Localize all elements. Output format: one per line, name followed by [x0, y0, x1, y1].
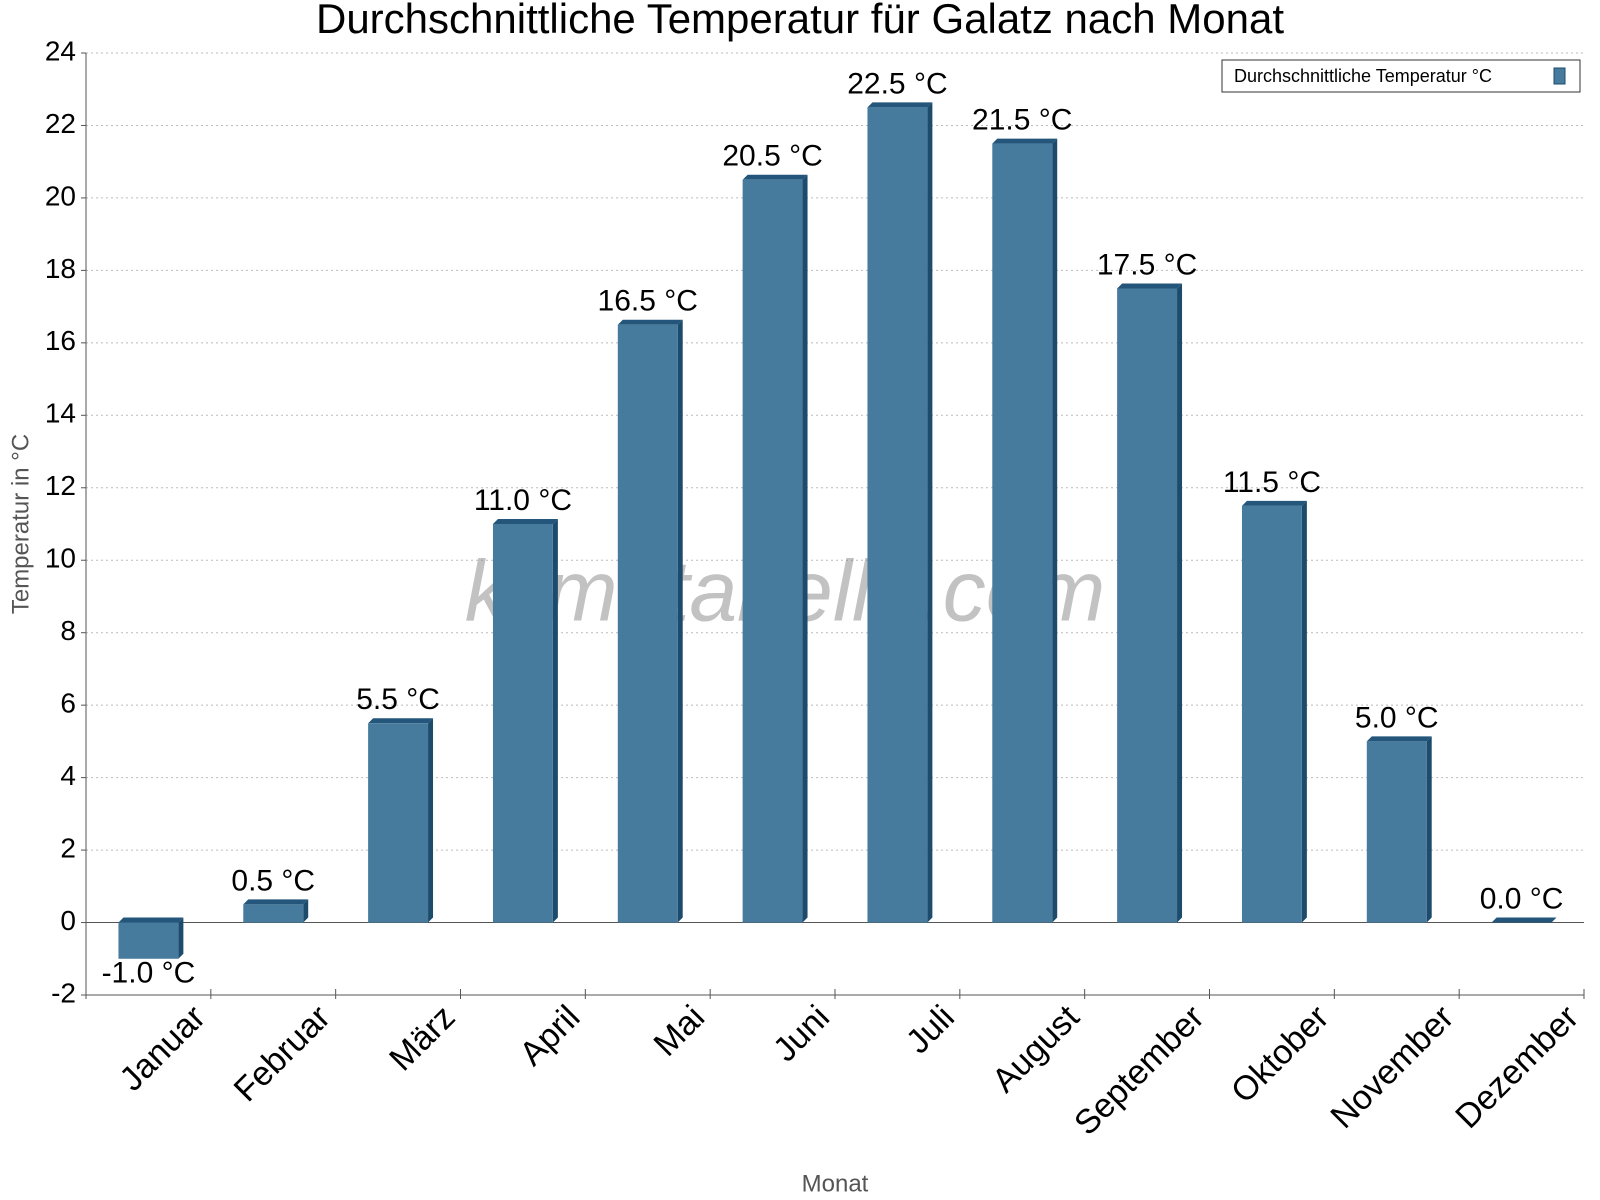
bar-side	[178, 917, 184, 959]
y-tick-label: 22	[45, 108, 76, 139]
x-tick-label: Mai	[647, 998, 713, 1064]
bar-side	[552, 519, 558, 923]
bar-group	[742, 174, 808, 923]
bar	[118, 922, 179, 959]
bar-top	[1491, 917, 1557, 923]
bar	[1241, 505, 1302, 923]
x-tick-label: April	[512, 998, 587, 1073]
value-label: 5.5 °C	[356, 683, 440, 716]
x-tick-label: Dezember	[1448, 998, 1586, 1136]
value-label: 11.5 °C	[1223, 466, 1321, 499]
x-tick-label: November	[1323, 998, 1461, 1136]
bar-side	[1426, 736, 1432, 923]
bar-top	[867, 102, 933, 108]
bar-side	[677, 319, 683, 923]
y-tick-label: 16	[45, 325, 76, 356]
bar-side	[428, 718, 434, 923]
bar-side	[1301, 500, 1307, 923]
y-tick-label: 14	[45, 398, 76, 429]
bar	[243, 904, 304, 923]
y-tick-label: 0	[60, 905, 76, 936]
value-label: 0.0 °C	[1480, 882, 1564, 915]
value-label: 0.5 °C	[231, 864, 315, 897]
legend-box	[1221, 59, 1581, 93]
legend-label: Durchschnittliche Temperatur °C	[1234, 66, 1492, 86]
bar	[617, 324, 678, 923]
bar-top	[243, 899, 309, 905]
y-tick-label: 4	[60, 760, 76, 791]
bar-group	[368, 718, 434, 923]
bar	[1366, 741, 1427, 923]
bar-group	[1366, 736, 1432, 923]
x-tick-label: September	[1067, 998, 1211, 1142]
y-axis-label: Temperatur in °C	[7, 434, 34, 614]
y-tick-label: -2	[51, 977, 76, 1008]
x-tick-label: August	[985, 998, 1087, 1100]
bar-group	[1491, 917, 1557, 923]
x-tick-label: Februar	[227, 998, 338, 1109]
bar-top	[617, 319, 683, 325]
bar-group	[992, 138, 1058, 923]
bar-top	[368, 718, 434, 724]
value-label: 21.5 °C	[972, 103, 1072, 136]
bar-group	[492, 519, 558, 923]
x-tick-label: Juni	[766, 998, 837, 1069]
x-tick-label: März	[382, 998, 462, 1078]
bar-group	[1241, 500, 1307, 923]
y-tick-label: 8	[60, 615, 76, 646]
bar	[867, 107, 928, 923]
bar-top	[118, 917, 184, 923]
bar-side	[1052, 138, 1058, 923]
bar-group	[617, 319, 683, 923]
x-tick-label: Juli	[899, 998, 962, 1061]
bar-top	[1117, 283, 1183, 289]
bar-group	[867, 102, 933, 923]
y-tick-label: 10	[45, 543, 76, 574]
y-tick-label: 18	[45, 253, 76, 284]
value-label: 16.5 °C	[598, 285, 698, 318]
y-tick-label: 2	[60, 832, 76, 863]
bar-group	[1117, 283, 1183, 923]
bar	[492, 524, 553, 923]
chart-title: Durchschnittliche Temperatur für Galatz …	[316, 0, 1284, 42]
y-tick-label: 6	[60, 688, 76, 719]
y-tick-label: 20	[45, 180, 76, 211]
bar	[1117, 288, 1178, 923]
bar-side	[303, 899, 309, 923]
bar-top	[1366, 736, 1432, 742]
bar-top	[992, 138, 1058, 144]
bar	[742, 179, 803, 923]
bar-group	[118, 917, 184, 959]
bar-group	[243, 899, 309, 923]
bar-side	[927, 102, 933, 923]
value-label: 20.5 °C	[722, 140, 822, 173]
bar-top	[1241, 500, 1307, 506]
value-label: 17.5 °C	[1097, 248, 1197, 281]
bar-top	[492, 519, 558, 524]
value-label: 11.0 °C	[474, 484, 572, 517]
bar-top	[742, 174, 808, 180]
value-label: -1.0 °C	[102, 957, 196, 990]
bar	[992, 143, 1053, 923]
y-tick-label: 12	[45, 470, 76, 501]
x-tick-label: Oktober	[1224, 998, 1336, 1110]
bar	[368, 723, 429, 923]
bar-side	[802, 174, 808, 923]
legend-swatch	[1553, 67, 1566, 85]
y-tick-label: 24	[45, 35, 76, 66]
x-tick-label: Januar	[112, 998, 212, 1098]
x-axis-label: Monat	[802, 1170, 869, 1197]
bar-side	[1177, 283, 1183, 923]
value-label: 5.0 °C	[1355, 701, 1439, 734]
value-label: 22.5 °C	[847, 67, 947, 100]
